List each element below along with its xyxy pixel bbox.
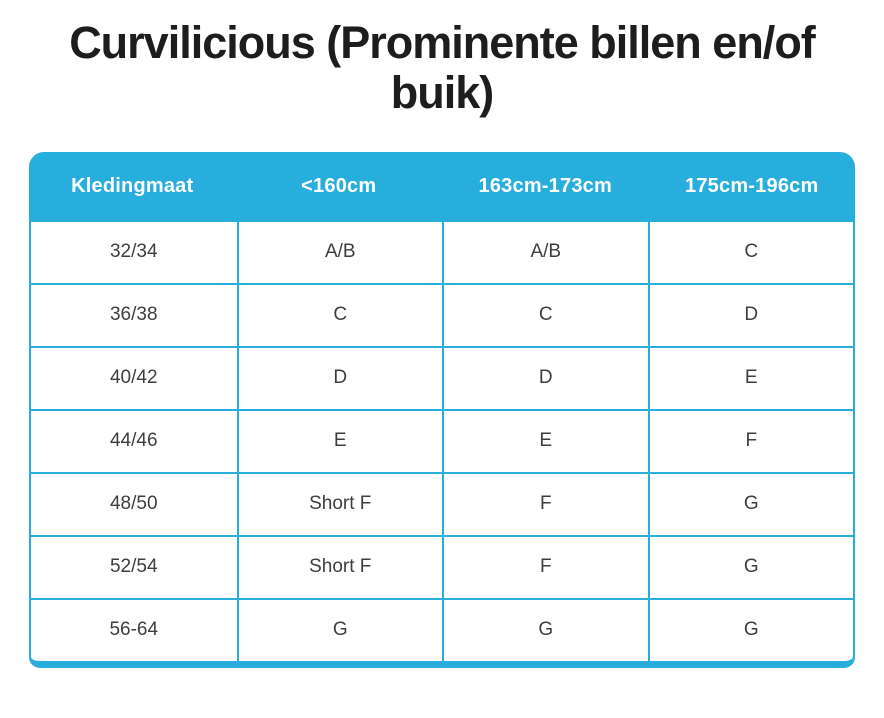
size-guide-page: Curvilicious (Prominente billen en/of bu…	[0, 17, 884, 718]
table-cell: G	[442, 599, 648, 661]
header-cell: 163cm-173cm	[478, 175, 612, 198]
table-header-row: Kledingmaat <160cm 163cm-173cm 175cm-196cm	[29, 151, 855, 222]
table-cell: 40/42	[109, 367, 158, 389]
table-cell: D	[647, 284, 854, 346]
table-cell: G	[647, 536, 854, 598]
table-cell: E	[647, 347, 854, 409]
header-cell: <160cm	[301, 175, 377, 198]
table-cell: 56-64	[109, 619, 159, 641]
header-cell: Kledingmaat	[71, 175, 194, 198]
header-cell: 175cm-196cm	[685, 175, 819, 198]
table-cell: G	[647, 473, 854, 535]
table-cell: 52/54	[109, 556, 158, 578]
table-cell: G	[236, 599, 443, 661]
table-row: 36/38 C C D	[31, 282, 854, 346]
size-chart-table: Kledingmaat <160cm 163cm-173cm 175cm-196cm …	[29, 151, 855, 668]
table-cell: C	[647, 221, 854, 283]
table-cell: C	[442, 284, 648, 346]
table-cell: D	[236, 347, 443, 409]
table-cell: D	[442, 347, 648, 409]
table-cell: F	[442, 473, 648, 535]
table-row: 56-64 G G G	[31, 597, 854, 661]
table-cell: Short F	[236, 473, 443, 535]
table-cell: E	[442, 410, 648, 472]
table-cell: A/B	[442, 221, 648, 283]
table-cell: 32/34	[109, 241, 158, 263]
table-row: 44/46 E E F	[31, 408, 854, 472]
table-cell: F	[647, 410, 854, 472]
table-row: 32/34 A/B A/B C	[31, 221, 854, 283]
table-cell: G	[647, 599, 854, 661]
table-cell: E	[236, 410, 443, 472]
table-cell: Short F	[236, 536, 443, 598]
page-title: Curvilicious (Prominente billen en/of bu…	[69, 17, 816, 119]
table-cell: F	[442, 536, 648, 598]
table-cell: C	[236, 284, 443, 346]
table-cell: 36/38	[109, 304, 158, 326]
table-cell: 44/46	[109, 430, 158, 452]
table-body: 32/34 A/B A/B C 36/38 C C D 40/42 D D E 44/46 E E F 48/5…	[29, 221, 855, 668]
table-cell: 48/50	[109, 493, 158, 515]
table-row: 40/42 D D E	[31, 345, 854, 409]
table-cell: A/B	[236, 221, 443, 283]
